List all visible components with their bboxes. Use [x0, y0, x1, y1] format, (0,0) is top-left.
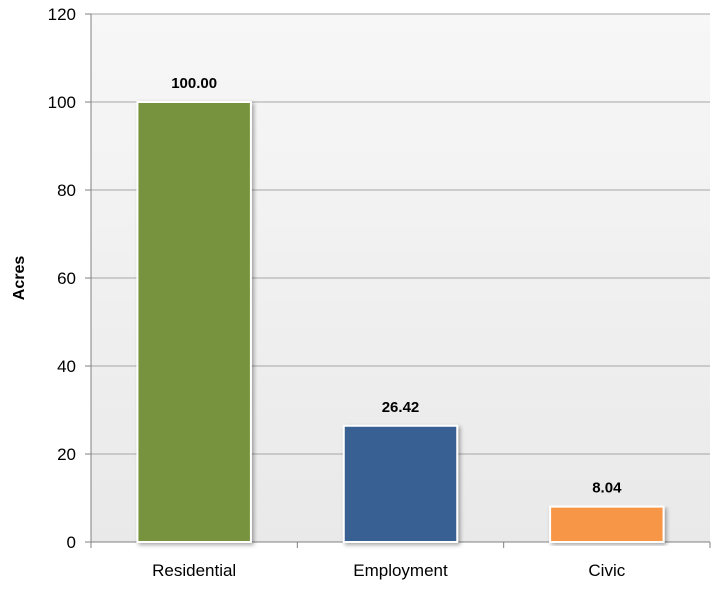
y-tick-label: 80: [57, 181, 76, 200]
x-category-label: Employment: [353, 561, 448, 580]
y-tick-label: 40: [57, 357, 76, 376]
y-tick-label: 60: [57, 269, 76, 288]
bar-employment: [342, 424, 459, 544]
bar-civic: [549, 505, 665, 543]
data-label: 26.42: [382, 399, 420, 416]
y-tick-label: 0: [67, 533, 76, 552]
axes: 0 20 40 60 80 100 120: [48, 5, 711, 552]
y-tick-label: 20: [57, 445, 76, 464]
x-category-label: Residential: [152, 561, 236, 580]
y-tick-label: 120: [48, 5, 76, 24]
data-label: 100.00: [171, 75, 217, 92]
data-label: 8.04: [592, 480, 622, 497]
y-tick-label: 100: [48, 93, 76, 112]
y-axis-title: Acres: [11, 256, 28, 301]
x-category-label: Civic: [588, 561, 625, 580]
labels: 100.00 Residential 26.42 Employment 8.04 Civi…: [152, 75, 626, 580]
bar-residential: [136, 101, 252, 543]
bars: [136, 101, 665, 544]
